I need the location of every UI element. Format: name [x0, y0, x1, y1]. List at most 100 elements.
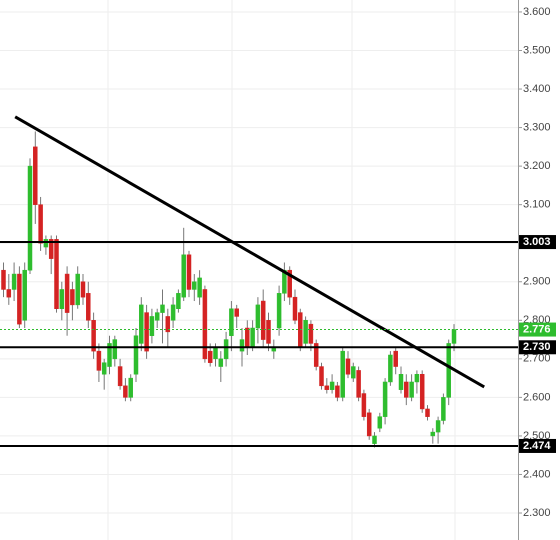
candle-body — [181, 254, 186, 298]
candle-body — [11, 273, 17, 290]
level-label-box — [519, 438, 556, 453]
candle-body — [133, 335, 139, 375]
candle-body — [266, 320, 271, 344]
candle-body — [329, 381, 335, 390]
y-tick-label: 2.300 — [523, 507, 551, 519]
candle-body — [409, 381, 414, 398]
candle-body — [86, 293, 91, 321]
candle-body — [287, 269, 292, 298]
candle-body — [393, 350, 398, 367]
candle-body — [319, 366, 324, 387]
candle-body — [101, 362, 107, 375]
candle-body — [213, 347, 218, 360]
y-tick-label: 3.500 — [523, 44, 551, 56]
candle-body — [128, 377, 133, 398]
y-tick-label: 3.400 — [523, 83, 551, 95]
trend-line — [14, 115, 485, 389]
candle-body — [197, 277, 202, 298]
candle-body — [414, 374, 420, 383]
candle-body — [441, 397, 446, 421]
candle-body — [250, 327, 255, 348]
candle-body — [345, 358, 351, 375]
candle-body — [22, 269, 27, 321]
candle-body — [218, 358, 224, 367]
candle-body — [351, 366, 356, 379]
candle-body — [165, 316, 171, 333]
candle-body — [192, 281, 197, 290]
candle-body — [27, 165, 33, 271]
candle-body — [48, 239, 54, 259]
level-label-box — [519, 235, 556, 250]
candle-body — [435, 420, 441, 433]
y-tick-label: 2.700 — [523, 353, 551, 365]
candle-body — [308, 323, 314, 344]
candle-body — [430, 431, 436, 437]
y-tick-label: 2.600 — [523, 391, 551, 403]
candle-body — [144, 312, 149, 352]
candle-body — [17, 273, 22, 325]
candle-body — [239, 339, 245, 352]
candle-body — [404, 381, 409, 398]
candle-body — [202, 289, 208, 360]
candle-body — [38, 204, 43, 244]
y-tick-label: 3.300 — [523, 121, 551, 133]
candle-body — [33, 146, 38, 205]
candle-body — [207, 350, 213, 363]
candle-body — [388, 354, 393, 383]
candle-body — [313, 343, 319, 367]
y-tick-label: 2.400 — [523, 468, 551, 480]
y-tick-label: 3.600 — [523, 6, 551, 18]
candle-body — [419, 374, 425, 410]
candle-body — [366, 412, 372, 437]
candle-body — [229, 308, 234, 336]
candle-body — [324, 385, 330, 390]
candle-body — [451, 329, 457, 344]
candle-body — [107, 343, 112, 367]
y-tick-label: 3.200 — [523, 160, 551, 172]
candle-body — [372, 435, 377, 444]
candle-body — [123, 385, 128, 398]
candle-body — [255, 304, 261, 329]
candle-body — [186, 254, 192, 290]
candle-body — [356, 370, 361, 398]
level-label: 2.474 — [523, 440, 551, 452]
candle-body — [398, 374, 404, 390]
candle-body — [91, 320, 96, 352]
candle-body — [59, 289, 65, 309]
candle-body — [117, 366, 123, 387]
candle-body — [223, 339, 229, 360]
level-label: 3.003 — [523, 236, 551, 248]
candle-body — [176, 293, 181, 309]
candle-body — [139, 304, 144, 344]
candle-body — [6, 289, 12, 298]
candle-body — [245, 327, 250, 348]
last-price-box — [519, 322, 556, 337]
candle-body — [260, 300, 266, 340]
level-label: 2.730 — [523, 341, 551, 353]
y-tick-label: 2.500 — [523, 430, 551, 442]
candle-body — [160, 304, 165, 313]
candle-body — [292, 296, 298, 321]
level-label-box — [519, 340, 556, 355]
candle-body — [54, 239, 59, 309]
candle-body — [361, 393, 367, 417]
candle-body — [80, 281, 86, 298]
candle-body — [335, 385, 340, 398]
candle-body — [70, 289, 75, 306]
candle-body — [382, 381, 388, 417]
y-tick-label: 2.900 — [523, 276, 551, 288]
candle-body — [276, 293, 282, 329]
y-tick-label: 3.100 — [523, 199, 551, 211]
candle-body — [112, 339, 118, 360]
candle-body — [446, 343, 451, 398]
candle-body — [303, 320, 308, 344]
candle-body — [340, 350, 345, 398]
candle-body — [64, 273, 70, 313]
candle-body — [377, 416, 383, 429]
candle-body — [149, 316, 155, 336]
candle-body — [425, 408, 430, 417]
candle-body — [170, 304, 176, 321]
candle-body — [154, 312, 160, 321]
